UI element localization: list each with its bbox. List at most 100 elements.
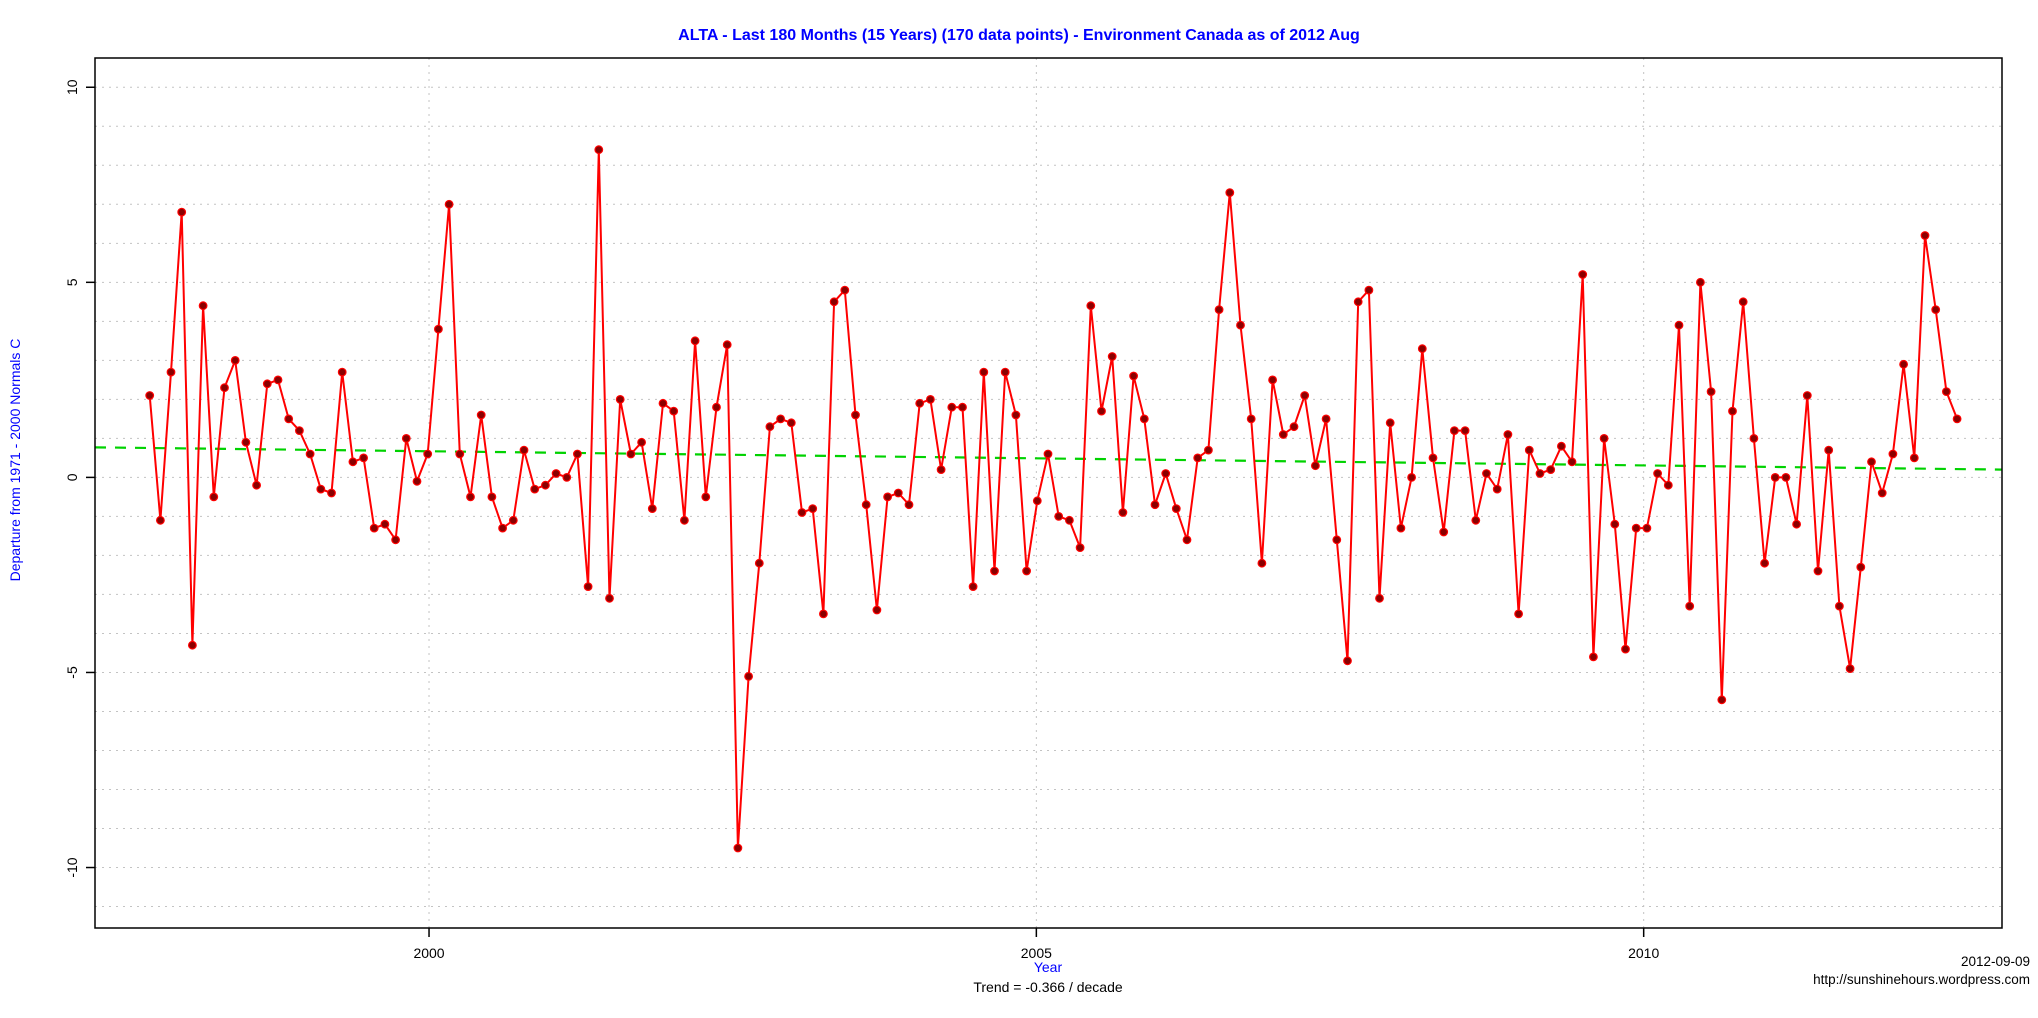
data-point <box>1738 297 1748 307</box>
data-point <box>1706 387 1716 397</box>
data-point <box>1856 562 1866 572</box>
y-tick-label: 5 <box>64 278 80 286</box>
data-point <box>893 488 903 498</box>
date-label: 2012-09-09 <box>1961 954 2030 969</box>
data-point <box>776 414 785 424</box>
data-point <box>177 207 187 217</box>
data-point <box>273 375 283 385</box>
data-point <box>380 519 390 529</box>
data-point <box>1760 558 1769 568</box>
data-point <box>252 480 262 490</box>
data-point <box>1353 297 1363 307</box>
data-point <box>476 410 486 420</box>
data-line <box>148 148 1959 849</box>
data-point <box>166 367 176 377</box>
data-point <box>573 449 582 459</box>
data-point <box>1482 469 1491 478</box>
data-point <box>348 457 358 467</box>
y-tick-label: 10 <box>64 79 80 95</box>
data-point <box>1931 305 1941 315</box>
data-point <box>1375 593 1384 603</box>
data-point <box>1439 527 1449 537</box>
data-point <box>412 476 422 486</box>
data-point <box>1161 469 1171 478</box>
data-point <box>1952 414 1962 424</box>
x-tick-label: 2010 <box>1628 945 1659 961</box>
data-point <box>840 285 850 295</box>
data-point <box>626 449 636 459</box>
data-point <box>337 367 347 377</box>
data-point <box>1225 188 1235 198</box>
data-point <box>1813 566 1823 576</box>
plot-area: -10 -5 0 5 10 2000 2005 2010 <box>64 57 2003 961</box>
data-point <box>1236 320 1245 330</box>
data-point <box>1022 566 1031 576</box>
data-point <box>1300 391 1310 400</box>
data-point <box>680 515 689 525</box>
data-point <box>1674 320 1684 330</box>
data-point <box>1685 601 1695 611</box>
data-point <box>1203 445 1213 455</box>
data-point <box>1695 277 1705 287</box>
x-tick-label: 2000 <box>413 945 444 961</box>
data-point <box>1792 519 1801 529</box>
data-point <box>1310 461 1320 471</box>
data-point <box>968 582 978 591</box>
data-point <box>1770 473 1780 482</box>
data-point <box>808 504 818 514</box>
data-point <box>1054 512 1064 521</box>
data-point <box>979 367 989 377</box>
data-point <box>1193 453 1203 463</box>
data-point <box>455 449 465 459</box>
data-point <box>466 492 475 502</box>
data-point <box>508 515 518 525</box>
data-point <box>1610 519 1620 529</box>
data-point <box>541 480 550 490</box>
data-point <box>1717 695 1727 705</box>
data-point <box>1407 473 1416 482</box>
data-point <box>1524 445 1534 455</box>
data-point <box>198 301 208 311</box>
data-point <box>1257 558 1267 568</box>
data-point <box>690 336 700 346</box>
data-point <box>1514 609 1523 619</box>
data-point <box>551 469 561 478</box>
data-point <box>744 672 753 681</box>
data-point <box>1621 644 1630 654</box>
data-point <box>1877 488 1887 498</box>
data-point <box>369 523 379 533</box>
data-point <box>1171 504 1181 514</box>
data-point <box>187 640 197 650</box>
data-point <box>155 515 165 525</box>
data-point <box>926 395 935 404</box>
data-point <box>1385 418 1395 428</box>
data-point <box>1064 515 1074 525</box>
data-point <box>701 492 711 502</box>
data-point <box>1845 664 1855 673</box>
data-point <box>444 199 454 209</box>
data-point <box>1000 367 1010 377</box>
data-point <box>1343 656 1352 666</box>
data-point <box>1556 441 1566 451</box>
data-point <box>1824 445 1834 455</box>
data-point <box>1032 496 1042 506</box>
data-point <box>669 406 679 416</box>
data-point <box>1653 469 1662 478</box>
data-point <box>423 449 433 459</box>
data-point <box>1075 543 1085 552</box>
data-point <box>1781 473 1791 482</box>
data-point <box>1289 422 1299 432</box>
data-point <box>1899 359 1908 369</box>
data-point <box>1802 391 1812 400</box>
data-point <box>883 492 892 502</box>
data-point <box>1107 352 1117 361</box>
data-point <box>1567 457 1577 467</box>
data-point <box>1578 270 1588 279</box>
data-point <box>1749 434 1759 443</box>
data-point <box>209 492 219 502</box>
trend-label: Trend = -0.366 / decade <box>973 979 1123 995</box>
data-point <box>872 605 882 615</box>
data-point <box>391 535 401 545</box>
plot-border <box>94 57 2003 929</box>
